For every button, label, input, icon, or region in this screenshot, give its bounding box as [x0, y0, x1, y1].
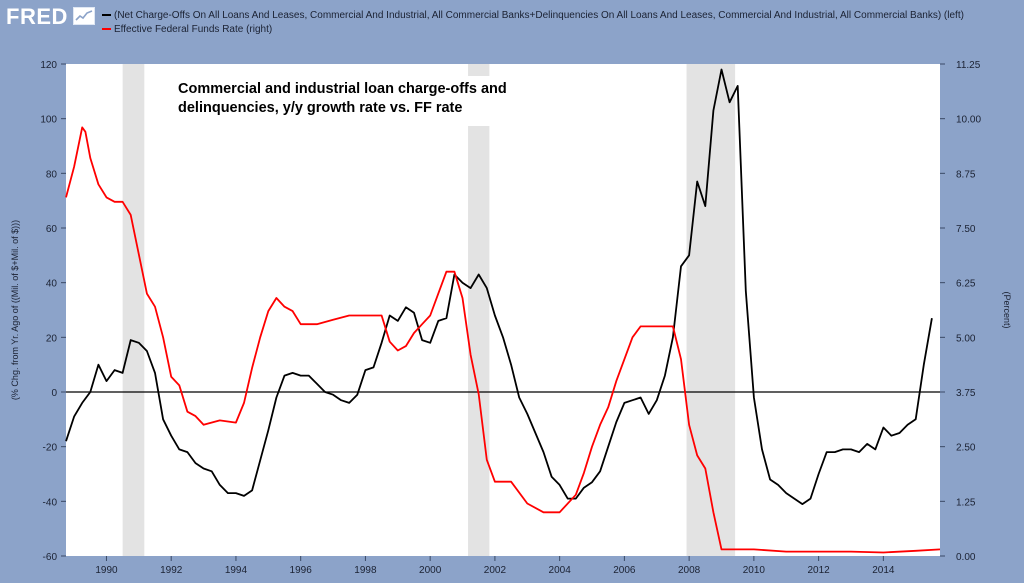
y-right-tick-label: 6.25	[956, 279, 976, 290]
y-right-tick-label: 7.50	[956, 224, 976, 235]
x-tick-label: 1996	[290, 565, 313, 576]
y-left-tick-label: 120	[40, 60, 57, 71]
y-right-tick-label: 11.25	[956, 60, 981, 71]
y-right-tick-label: 3.75	[956, 388, 976, 399]
series-line-fed-funds	[65, 126, 941, 554]
series-line-charge-offs	[65, 68, 933, 506]
y-left-tick-label: -20	[43, 443, 58, 454]
x-tick-label: 2004	[549, 565, 572, 576]
annotation-line-2: delinquencies, y/y growth rate vs. FF ra…	[178, 100, 463, 116]
x-tick-label: 1990	[95, 565, 118, 576]
chart-annotation: Commercial and industrial loan charge-of…	[163, 76, 515, 126]
x-tick-label: 2008	[678, 565, 701, 576]
y-right-tick-label: 1.25	[956, 497, 976, 508]
axes: -60 -40 -20 0 20 40 60 80 100 120 0.00 1.25 2.50 3.75…	[10, 60, 1012, 576]
recession-bands	[122, 64, 736, 556]
y-right-tick-label: 8.75	[956, 169, 976, 180]
x-tick-label: 1992	[160, 565, 183, 576]
y-right-tick-label: 2.50	[956, 443, 976, 454]
x-tick-label: 2000	[419, 565, 442, 576]
x-tick-label: 2002	[484, 565, 507, 576]
y-left-tick-label: 0	[51, 388, 57, 399]
y-left-axis-label: (% Chg. from Yr. Ago of ((Mil. of $+Mil.…	[10, 220, 20, 400]
y-left-tick-label: 40	[46, 279, 58, 290]
y-left-tick-label: 20	[46, 333, 58, 344]
recession-band-1	[468, 64, 490, 556]
fred-logo[interactable]: FRED	[6, 4, 68, 29]
recession-band-0	[122, 64, 145, 556]
legend-label-left: (Net Charge-Offs On All Loans And Leases…	[114, 10, 964, 21]
legend-swatch-black	[102, 14, 111, 17]
x-tick-label: 2010	[743, 565, 766, 576]
header: FRED (Net Charge-Offs On All Loans And L…	[0, 0, 1024, 40]
chart-icon	[73, 7, 95, 25]
y-left-tick-label: 60	[46, 224, 58, 235]
plot-area	[66, 64, 940, 556]
legend-item-right-series: Effective Federal Funds Rate (right)	[102, 24, 272, 38]
legend-swatch-red	[102, 28, 111, 31]
x-tick-label: 1994	[225, 565, 248, 576]
y-left-tick-label: 80	[46, 169, 58, 180]
x-tick-label: 2006	[613, 565, 636, 576]
legend-label-right: Effective Federal Funds Rate (right)	[114, 24, 273, 35]
x-tick-label: 1998	[354, 565, 377, 576]
x-tick-label: 2012	[807, 565, 830, 576]
series-lines	[65, 68, 941, 554]
y-right-tick-label: 5.00	[956, 333, 976, 344]
y-left-tick-label: 100	[40, 115, 57, 126]
y-left-tick-label: -60	[43, 552, 58, 563]
y-right-axis-label: (Percent)	[1002, 291, 1012, 328]
annotation-line-1: Commercial and industrial loan charge-of…	[178, 81, 507, 97]
y-right-tick-label: 10.00	[956, 115, 981, 126]
legend-item-left-series: (Net Charge-Offs On All Loans And Leases…	[102, 10, 964, 24]
y-left-tick-label: -40	[43, 497, 58, 508]
x-tick-label: 2014	[872, 565, 895, 576]
y-right-tick-label: 0.00	[956, 552, 976, 563]
